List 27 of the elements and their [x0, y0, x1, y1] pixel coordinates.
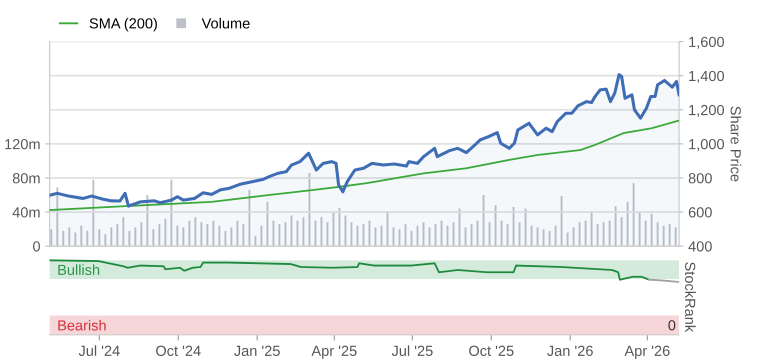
x-tick-label: Jan '25 [234, 346, 280, 356]
x-tick-label: Oct '25 [469, 346, 514, 356]
y2-tick-label: 1,600 [689, 36, 724, 49]
y2-tick-label: 1,200 [689, 104, 724, 117]
band-label: Bullish [58, 264, 100, 276]
y-tick-label: 120m [5, 138, 40, 150]
y-axis-title: StockRank [685, 262, 696, 332]
annotation: 0 [668, 320, 676, 330]
y2-tick-label: 600 [688, 207, 712, 218]
x-tick-label: Jul '25 [392, 345, 433, 356]
y-tick-label: 0 [33, 241, 40, 252]
x-tick-label: Jul '24 [78, 345, 120, 356]
y2-tick-label: 1,400 [689, 70, 724, 83]
y2-axis-title: Share Price [730, 106, 742, 182]
x-tick-label: Oct '24 [156, 346, 201, 356]
legend-label: SMA (200) [90, 18, 157, 32]
x-tick-label: Jan '26 [547, 346, 593, 356]
x-tick-label: Apr '26 [624, 346, 670, 359]
band-label: Bearish [58, 320, 106, 331]
y-tick-label: 40m [12, 207, 40, 218]
x-tick-label: Apr '25 [311, 346, 357, 359]
line-series [50, 120, 680, 211]
y2-tick-label: 800 [688, 173, 712, 184]
y2-tick-label: 400 [688, 241, 712, 252]
legend-label: Volume [202, 18, 250, 29]
y-tick-label: 80m [12, 173, 40, 184]
y2-tick-label: 1,000 [689, 138, 724, 152]
